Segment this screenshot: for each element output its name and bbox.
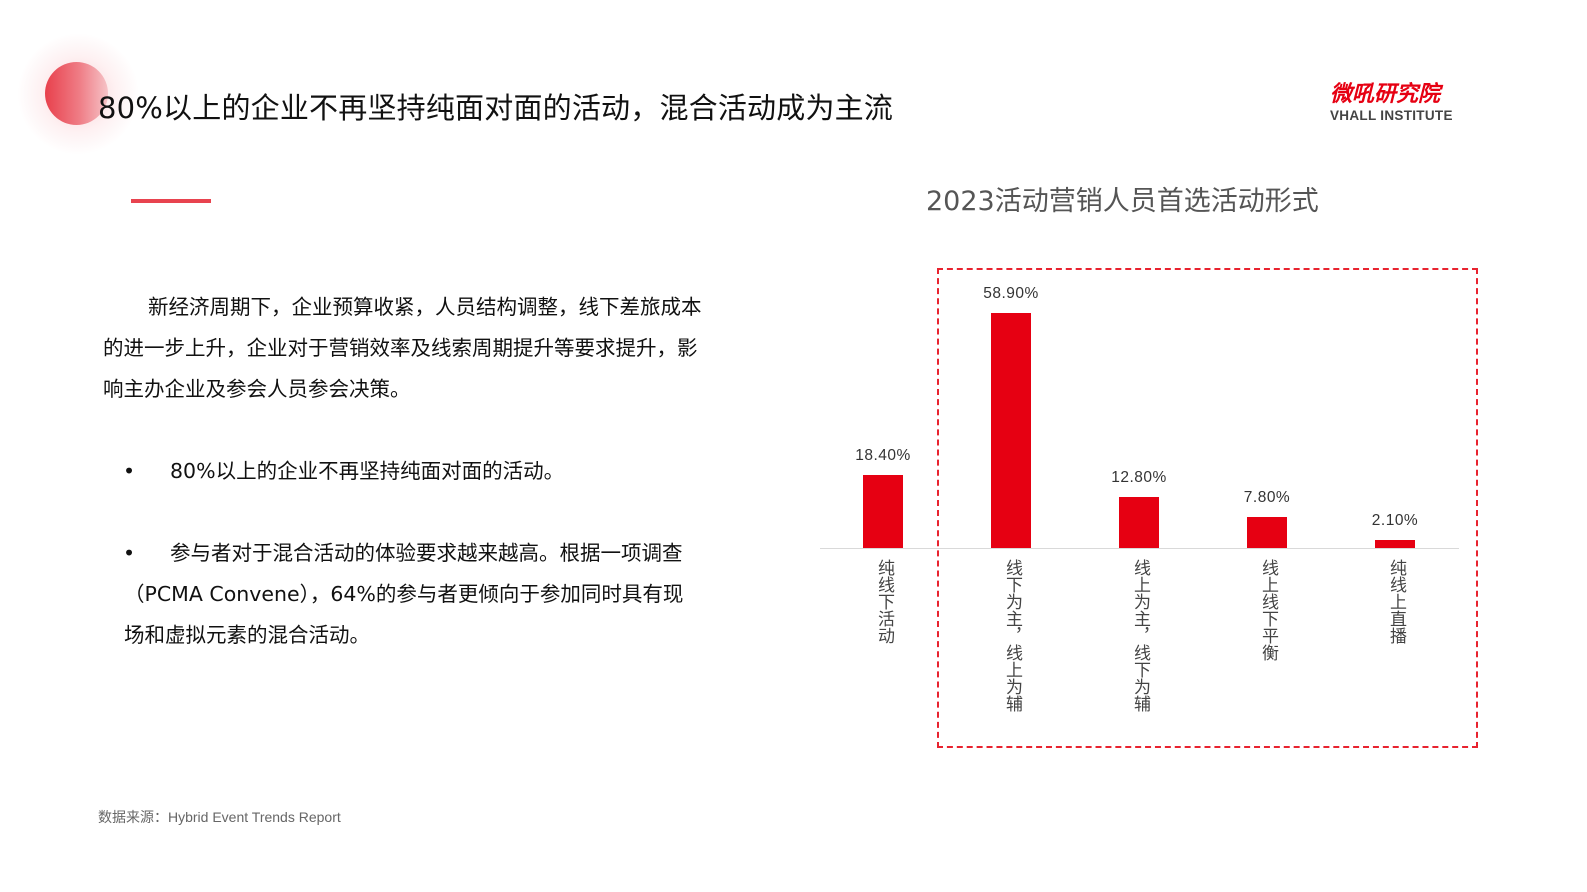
bar-value-label: 58.90% — [983, 285, 1039, 302]
chart-bar — [1247, 517, 1287, 548]
bullet-marker: • — [123, 459, 136, 483]
highlight-dashed-box — [937, 268, 1478, 748]
title-decoration-dot — [45, 62, 108, 125]
intro-paragraph-text: 新经济周期下，企业预算收紧，人员结构调整，线下差旅成本的进一步上升，企业对于营销… — [103, 295, 702, 401]
bullet-marker: • — [123, 541, 136, 565]
vhall-institute-logo: 微吼研究院 VHALL INSTITUTE — [1330, 82, 1460, 124]
chart-bar — [1119, 497, 1159, 548]
bar-value-label: 2.10% — [1371, 512, 1419, 529]
bar-value-label: 18.40% — [855, 447, 911, 464]
slide-title: 80%以上的企业不再坚持纯面对面的活动，混合活动成为主流 — [98, 91, 894, 125]
data-source-note: 数据来源：Hybrid Event Trends Report — [98, 809, 341, 825]
bullet-item: • 80%以上的企业不再坚持纯面对面的活动。 — [103, 451, 703, 492]
chart-bar — [991, 313, 1031, 548]
chart-bar — [863, 475, 903, 548]
category-label: 线下为主，线上为辅 — [1002, 559, 1022, 712]
category-label: 纯线下活动 — [874, 559, 894, 644]
chart-bar — [1375, 540, 1415, 548]
accent-divider — [131, 199, 211, 203]
bullet-text: 参与者对于混合活动的体验要求越来越高。根据一项调查（PCMA Convene），… — [124, 541, 684, 647]
category-label: 纯线上直播 — [1386, 559, 1406, 644]
bullet-text: 80%以上的企业不再坚持纯面对面的活动。 — [170, 459, 565, 483]
bar-value-label: 12.80% — [1111, 469, 1167, 486]
category-label: 线上为主，线下为辅 — [1130, 559, 1150, 712]
bar-value-label: 7.80% — [1243, 489, 1291, 506]
intro-paragraph: 新经济周期下，企业预算收紧，人员结构调整，线下差旅成本的进一步上升，企业对于营销… — [103, 287, 703, 410]
logo-english: VHALL INSTITUTE — [1330, 108, 1453, 123]
category-label: 线上线下平衡 — [1258, 559, 1278, 661]
logo-chinese: 微吼研究院 — [1330, 82, 1441, 107]
bullet-item: • 参与者对于混合活动的体验要求越来越高。根据一项调查（PCMA Convene… — [103, 533, 703, 656]
chart-title: 2023活动营销人员首选活动形式 — [926, 186, 1319, 217]
